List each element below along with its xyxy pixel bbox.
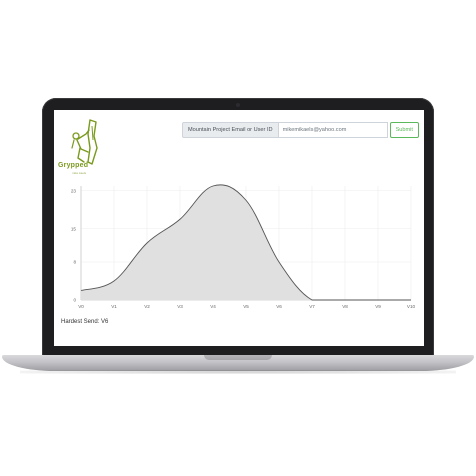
y-tick-label: 8 (73, 260, 76, 265)
laptop-notch (204, 355, 272, 360)
x-tick-label: V4 (210, 304, 216, 309)
series-line (80, 184, 411, 301)
x-tick-label: V6 (276, 304, 282, 309)
y-tick-label: 23 (71, 188, 77, 193)
x-tick-label: V0 (78, 304, 84, 309)
climber-logo-icon (71, 119, 98, 165)
y-tick-label: 15 (71, 226, 77, 231)
y-tick-label: 0 (73, 298, 76, 303)
laptop-base (2, 355, 474, 371)
app-logo[interactable] (62, 118, 98, 178)
grade-distribution-chart: V0 V1 V2 V3 V4 V5 V6 V7 V8 V9 V10 0 8 15 23 (54, 176, 424, 318)
laptop-shadow (20, 370, 456, 374)
user-id-input[interactable]: mikemikaels@yahoo.com (277, 122, 388, 138)
chart-svg: V0 V1 V2 V3 V4 V5 V6 V7 V8 V9 V10 0 8 15 23 (71, 184, 416, 309)
x-tick-label: V9 (375, 304, 381, 309)
x-tick-label: V10 (407, 304, 416, 309)
x-tick-label: V8 (342, 304, 348, 309)
laptop-screen: Grypped mike kaels Mountain Project Emai… (54, 110, 424, 346)
x-tick-label: V2 (144, 304, 150, 309)
logo-subtext: mike kaels (72, 171, 87, 175)
hardest-send-label: Hardest Send: (61, 319, 100, 325)
logo-text: Grypped (58, 162, 89, 169)
x-tick-label: V1 (111, 304, 117, 309)
x-tick-label: V7 (309, 304, 315, 309)
hardest-send: Hardest Send: V6 (61, 319, 108, 325)
user-id-label: Mountain Project Email or User ID (182, 122, 278, 138)
x-tick-label: V5 (243, 304, 249, 309)
series-area (81, 184, 411, 300)
camera-icon (236, 103, 240, 107)
user-lookup-form: Mountain Project Email or User ID mikemi… (182, 122, 419, 138)
submit-button[interactable]: Submit (389, 122, 419, 138)
hardest-send-value: V6 (101, 319, 109, 325)
x-tick-label: V3 (177, 304, 183, 309)
